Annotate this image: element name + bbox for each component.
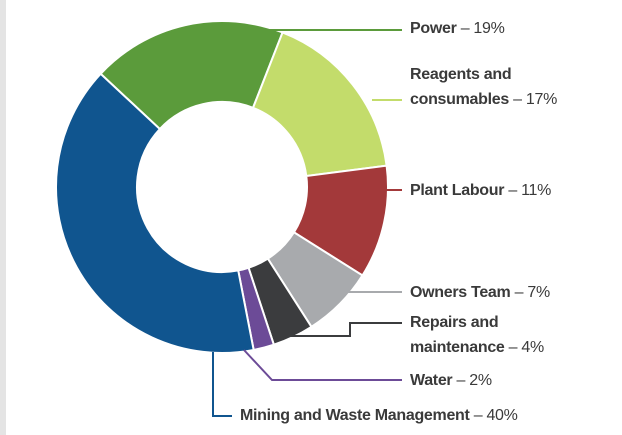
slice-label: Mining and Waste Management – 40% [240, 403, 620, 428]
frame [0, 0, 6, 435]
category-label: Repairs and maintenance [410, 314, 505, 356]
leader-line [286, 322, 402, 337]
value-label: – 17% [513, 91, 557, 108]
value-label: – 19% [460, 20, 505, 37]
category-label: Plant Labour [410, 182, 505, 199]
slice-label: Power – 19% [410, 16, 585, 41]
slice-label: Owners Team – 7% [410, 280, 585, 305]
value-label: – 40% [473, 407, 518, 424]
donut-segment [55, 72, 255, 354]
category-label: Power [410, 20, 457, 37]
slice-label: Water – 2% [410, 368, 585, 393]
value-label: – 2% [456, 372, 493, 389]
value-label: – 11% [508, 182, 552, 199]
category-label: Water [410, 372, 453, 389]
category-label: Owners Team [410, 284, 511, 301]
value-label: – 4% [508, 339, 545, 356]
value-label: – 7% [514, 284, 551, 301]
category-label: Reagents and consumables [410, 66, 512, 108]
leader-line [243, 349, 402, 381]
slice-label: Reagents and consumables – 17% [410, 62, 585, 112]
slice-label: Repairs and maintenance – 4% [410, 310, 585, 360]
leader-line [212, 352, 232, 417]
slice-label: Plant Labour – 11% [410, 178, 585, 203]
donut-segment [251, 31, 388, 178]
category-label: Mining and Waste Management [240, 407, 470, 424]
